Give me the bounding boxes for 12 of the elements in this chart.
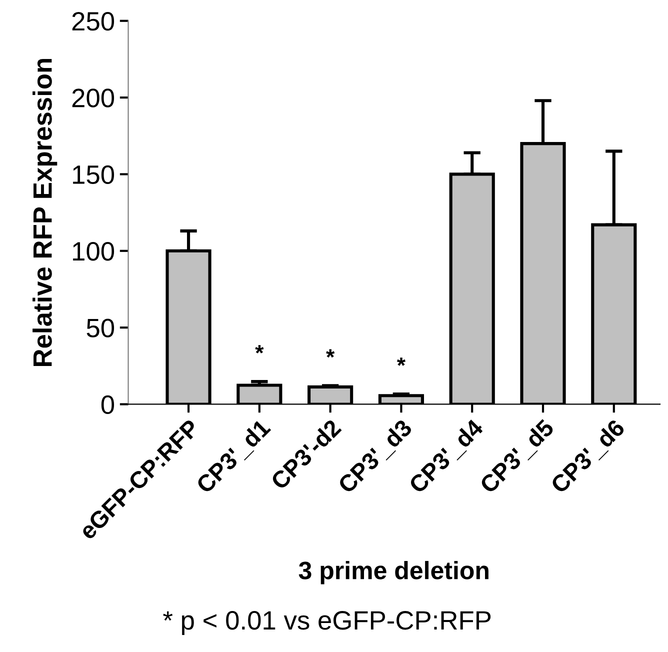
y-tick-label: 100 — [73, 242, 114, 261]
data-label: * — [396, 358, 406, 366]
data-label: * — [255, 345, 264, 354]
x-axis-title: 3 prime deletion — [298, 560, 488, 584]
y-tick-label: 150 — [73, 165, 114, 184]
y-tick-label: 250 — [72, 12, 114, 31]
data-label: * — [326, 349, 335, 358]
y-axis-title: Relative RFP Expression — [32, 58, 58, 366]
y-tick-label: 50 — [86, 318, 114, 338]
y-tick-label: 200 — [72, 88, 114, 108]
text: * p < 0.01 vs eGFP-CP:RFP — [163, 611, 491, 635]
y-tick-label: 0 — [101, 395, 114, 414]
